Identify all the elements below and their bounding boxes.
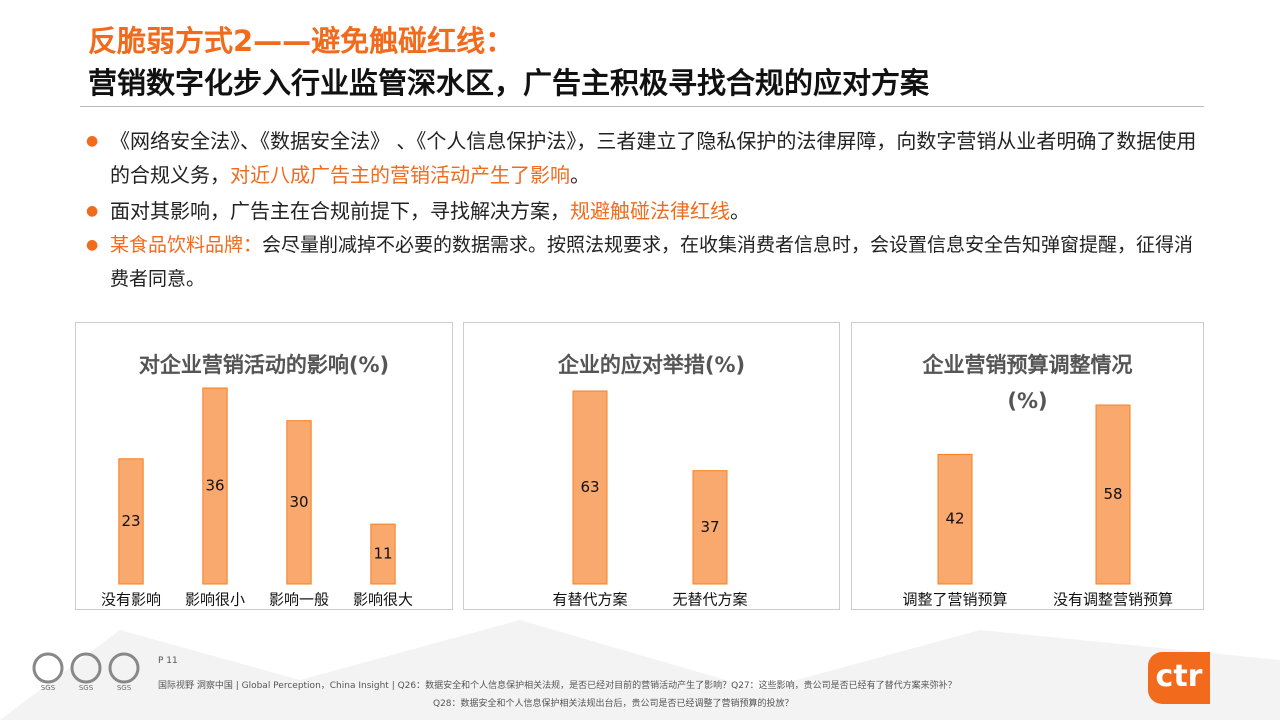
bullet: 面对其影响，广告主在合规前提下，寻找解决方案，规避触碰法律红线。 xyxy=(86,194,1198,228)
chart-title: 企业的应对举措(%) xyxy=(557,353,746,377)
bar xyxy=(1095,404,1131,585)
value-label: 11 xyxy=(373,545,392,563)
subtitle: 营销数字化步入行业监管深水区，广告主积极寻找合规的应对方案 xyxy=(88,66,930,100)
text: 会尽量削减掉不必要的数据需求。按照法规要求，在收集消费者信息时，会设置信息安全告… xyxy=(110,234,1194,290)
chart-panel: 企业营销预算调整情况(%) 42 调整了营销预算 58 没有调整营销预算 xyxy=(851,322,1204,610)
value-label: 63 xyxy=(580,478,599,496)
x-tick-label: 影响一般 xyxy=(269,591,329,609)
chart: 63 有替代方案 37 无替代方案 xyxy=(552,390,748,609)
value-label: 30 xyxy=(289,493,308,511)
chart-title: 对企业营销活动的影响(%) xyxy=(138,353,390,377)
logo: ctr xyxy=(1148,652,1210,704)
chart-panel: 对企业营销活动的影响(%) 23 没有影响 36 影响很小 30 影响一般 11 影响很大 xyxy=(75,322,453,610)
page-number: P 11 xyxy=(158,656,178,666)
value-label: 23 xyxy=(121,512,140,530)
bar xyxy=(692,470,728,585)
cert-label: SGS xyxy=(41,684,56,692)
bar xyxy=(118,458,144,585)
bar xyxy=(937,453,973,585)
x-tick-label: 有替代方案 xyxy=(552,591,627,609)
cert-badge xyxy=(108,652,140,684)
x-tick-label: 影响很大 xyxy=(353,591,413,609)
x-tick-label: 无替代方案 xyxy=(672,591,747,609)
value-label: 58 xyxy=(1103,485,1122,503)
highlight: 规避触碰法律红线 xyxy=(570,199,730,223)
value-label: 42 xyxy=(945,510,964,528)
highlight: 对近八成广告主的营销活动产生了影响 xyxy=(230,163,570,187)
source: 国际视野 洞察中国 | Global Perception，China Insi… xyxy=(158,681,957,691)
x-tick-label: 没有影响 xyxy=(101,591,161,609)
title: 反脆弱方式2——避免触碰红线： xyxy=(88,24,515,58)
chart-title: 企业营销预算调整情况(%) xyxy=(922,353,1133,413)
x-tick-label: 调整了营销预算 xyxy=(902,591,1007,609)
bar xyxy=(370,523,396,585)
text: 。 xyxy=(570,163,590,187)
background-pattern xyxy=(0,620,1280,720)
chart: 23 没有影响 36 影响很小 30 影响一般 11 影响很大 xyxy=(101,387,413,609)
cert-label: SGS xyxy=(79,684,94,692)
source: Q28：数据安全和个人信息保护相关法规出台后，贵公司是否已经调整了营销预算的投放… xyxy=(433,699,794,709)
chart: 42 调整了营销预算 58 没有调整营销预算 xyxy=(902,404,1173,609)
bar xyxy=(572,390,608,585)
value-label: 37 xyxy=(700,518,719,536)
text: 《网络安全法》、《数据安全法》 、《个人信息保护法》，三者建立了隐私保护的法律屏… xyxy=(110,129,1197,187)
text: 。 xyxy=(730,199,750,223)
cert-badge xyxy=(70,652,102,684)
value-label: 36 xyxy=(205,477,224,495)
highlight: 某食品饮料品牌： xyxy=(110,234,263,256)
x-tick-label: 没有调整营销预算 xyxy=(1053,591,1173,609)
bullet: 某食品饮料品牌：会尽量削减掉不必要的数据需求。按照法规要求，在收集消费者信息时，… xyxy=(86,228,1198,296)
chart-panel: 企业的应对举措(%) 63 有替代方案 37 无替代方案 xyxy=(463,322,840,610)
cert-badge xyxy=(32,652,64,684)
divider xyxy=(80,106,1204,107)
bar xyxy=(202,387,228,585)
cert-label: SGS xyxy=(117,684,132,692)
x-tick-label: 影响很小 xyxy=(185,591,245,609)
bar xyxy=(286,420,312,585)
text: 面对其影响，广告主在合规前提下，寻找解决方案， xyxy=(110,199,570,223)
bullet: 《网络安全法》、《数据安全法》 、《个人信息保护法》，三者建立了隐私保护的法律屏… xyxy=(86,124,1198,192)
cert-logos: SGS SGS SGS xyxy=(32,652,140,692)
